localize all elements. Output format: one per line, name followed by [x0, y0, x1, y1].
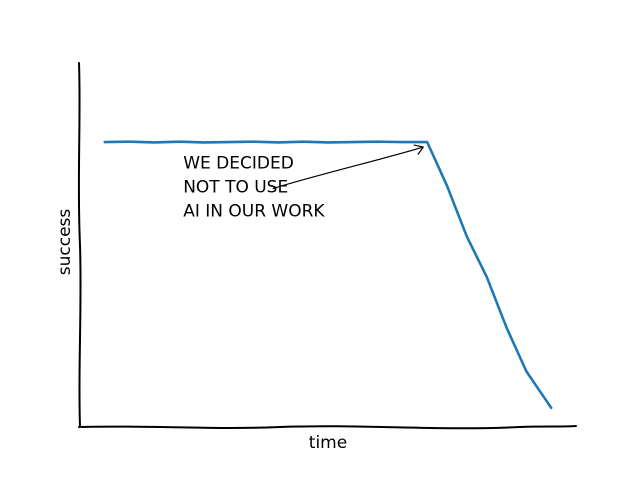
- y-axis-label: success: [55, 209, 75, 276]
- x-axis-line: [78, 425, 577, 430]
- x-axis-label: time: [309, 433, 347, 453]
- annotation-text-line-0: WE DECIDED: [183, 154, 294, 174]
- series-line-0: [103, 140, 553, 410]
- series-layer: [103, 140, 553, 410]
- annotation-layer: WE DECIDED NOT TO USE AI IN OUR WORK: [183, 144, 424, 222]
- y-axis-line: [77, 62, 82, 427]
- annotation-arrow-0: [272, 146, 424, 190]
- annotation-text-line-2: AI IN OUR WORK: [183, 202, 325, 222]
- annotation-arrowhead-0: [413, 144, 424, 155]
- annotation-text-line-1: NOT TO USE: [183, 178, 288, 198]
